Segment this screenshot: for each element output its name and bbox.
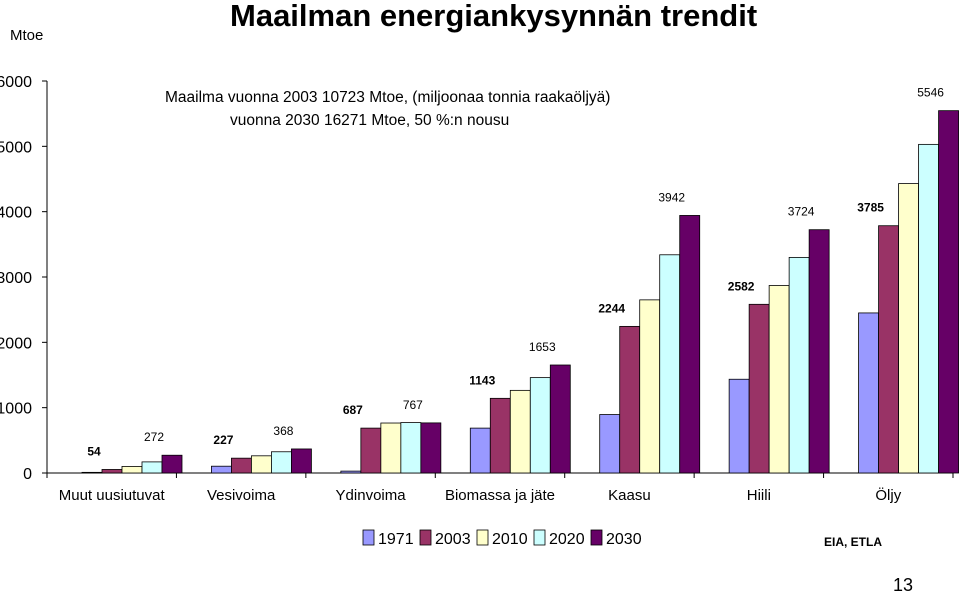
bar-2003-1	[231, 457, 252, 474]
y-tick-label: 4000	[0, 205, 32, 222]
data-label: 272	[144, 430, 164, 444]
summary-note-line-2: vuonna 2030 16271 Mtoe, 50 %:n nousu	[230, 112, 510, 129]
bar-1971-3	[469, 427, 491, 474]
data-label: 2244	[598, 301, 625, 315]
bar-2010-1	[251, 455, 272, 474]
data-label: 1653	[529, 340, 556, 354]
bar-2020-2	[400, 422, 422, 474]
summary-note-line-1: Maailma vuonna 2003 10723 Mtoe, (miljoon…	[165, 89, 611, 106]
data-label: 3724	[788, 205, 815, 219]
bar-1971-6	[858, 312, 879, 474]
bar-2020-3	[529, 377, 551, 474]
bar-2010-4	[639, 299, 661, 474]
bar-2003-2	[360, 427, 382, 474]
bar-2010-6	[898, 183, 919, 474]
bar-2020-0	[141, 461, 163, 474]
bar-2030-4	[679, 215, 701, 474]
bar-1971-1	[211, 465, 232, 474]
bar-2020-4	[659, 254, 681, 474]
bar-1971-5	[728, 378, 750, 474]
legend-label: 2010	[492, 531, 528, 548]
x-category-label: Hiili	[747, 487, 771, 504]
data-label: 227	[213, 433, 233, 447]
bar-2003-0	[101, 469, 123, 474]
bar-2030-0	[161, 454, 183, 474]
legend-label: 2030	[606, 531, 642, 548]
legend-label: 1971	[378, 531, 414, 548]
bar-2003-3	[489, 397, 511, 474]
data-label: 687	[343, 403, 363, 417]
legend-label: 2020	[549, 531, 585, 548]
y-axis-unit-label: Mtoe	[10, 27, 44, 44]
slide-title: Maailman energiankysynnän trendit	[230, 0, 758, 33]
legend-swatch-2020	[533, 529, 546, 546]
source-label: EIA, ETLA	[824, 535, 883, 549]
x-category-label: Ydinvoima	[336, 487, 407, 504]
y-tick-label: 6000	[0, 74, 32, 91]
bar-2010-5	[768, 285, 790, 474]
data-label: 368	[273, 424, 293, 438]
bar-1971-0	[81, 471, 103, 474]
data-label: 5546	[917, 86, 944, 100]
bar-1971-4	[599, 414, 621, 474]
bar-2020-5	[788, 256, 810, 474]
bar-2030-1	[291, 448, 312, 474]
legend-swatch-2003	[419, 529, 432, 546]
bar-2030-2	[420, 422, 442, 474]
x-category-label: Vesivoima	[207, 487, 276, 504]
bar-2010-0	[121, 466, 143, 474]
x-category-label: Öljy	[875, 486, 901, 504]
bar-2030-3	[549, 364, 571, 474]
bar-2010-2	[380, 422, 402, 474]
data-label: 54	[87, 444, 101, 458]
data-label: 3942	[658, 190, 685, 204]
data-label: 3785	[857, 201, 884, 215]
bar-2030-5	[808, 229, 830, 474]
y-tick-label: 5000	[0, 139, 32, 156]
bar-2010-3	[509, 389, 531, 474]
y-tick-label: 3000	[0, 270, 32, 287]
legend-swatch-1971	[362, 529, 375, 546]
legend-swatch-2010	[476, 529, 489, 546]
bar-2020-1	[271, 451, 292, 474]
bar-2020-6	[918, 143, 939, 474]
bar-1971-2	[340, 470, 362, 474]
page-number: 13	[893, 575, 914, 595]
legend-swatch-2030	[590, 529, 603, 546]
bar-2003-5	[748, 303, 770, 474]
bar-2030-6	[938, 110, 959, 474]
legend-label: 2003	[435, 531, 471, 548]
x-category-label: Muut uusiutuvat	[59, 487, 166, 504]
bar-2003-4	[619, 325, 641, 474]
data-label: 767	[403, 398, 423, 412]
x-category-label: Biomassa ja jäte	[445, 487, 555, 504]
data-label: 1143	[469, 373, 495, 387]
y-tick-label: 1000	[0, 401, 32, 418]
y-tick-label: 0	[23, 466, 32, 483]
data-label: 2582	[728, 279, 755, 293]
bar-2003-6	[878, 225, 899, 474]
y-tick-label: 2000	[0, 335, 32, 352]
x-category-label: Kaasu	[608, 487, 651, 504]
